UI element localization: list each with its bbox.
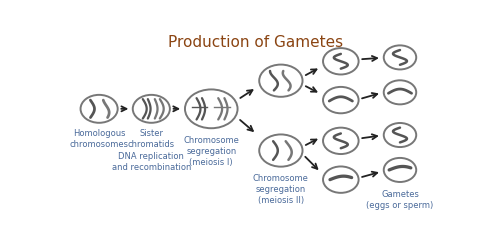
Ellipse shape	[384, 123, 416, 147]
Text: Chromosome
segregation
(meiosis I): Chromosome segregation (meiosis I)	[183, 136, 239, 167]
Ellipse shape	[259, 65, 302, 97]
Ellipse shape	[384, 158, 416, 182]
Text: Chromosome
segregation
(meiosis II): Chromosome segregation (meiosis II)	[253, 174, 309, 205]
Ellipse shape	[323, 48, 359, 75]
Text: Production of Gametes: Production of Gametes	[168, 35, 343, 50]
Text: Gametes
(eggs or sperm): Gametes (eggs or sperm)	[366, 190, 434, 210]
Ellipse shape	[133, 95, 170, 123]
Text: Homologous
chromosomes: Homologous chromosomes	[70, 129, 129, 149]
Text: Sister
chromatids: Sister chromatids	[128, 129, 175, 149]
Text: DNA replication
and recombination: DNA replication and recombination	[112, 151, 191, 172]
Ellipse shape	[185, 89, 238, 128]
Ellipse shape	[323, 167, 359, 193]
Ellipse shape	[384, 45, 416, 70]
Ellipse shape	[259, 134, 302, 167]
Ellipse shape	[80, 95, 118, 123]
Ellipse shape	[323, 87, 359, 113]
Ellipse shape	[384, 80, 416, 104]
Ellipse shape	[323, 128, 359, 154]
